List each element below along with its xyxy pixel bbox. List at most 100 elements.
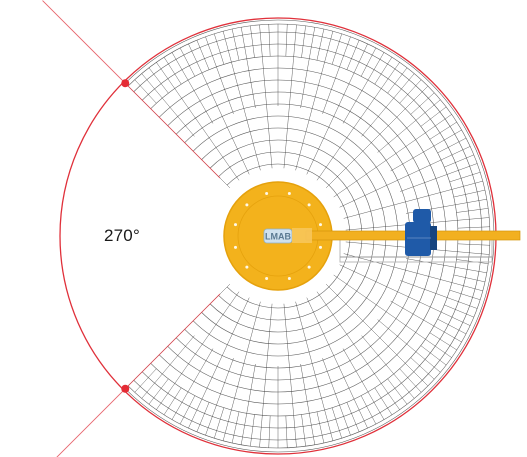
grid-spoke (196, 40, 210, 70)
coverage-angle-label: 270° (104, 226, 140, 245)
grid-spoke (301, 414, 306, 447)
grid-spoke (285, 415, 288, 448)
grid-spoke (449, 172, 481, 183)
grid-spoke (456, 208, 489, 213)
motor-top (413, 209, 431, 223)
grid-spoke (444, 304, 474, 318)
grid-spoke (141, 73, 195, 137)
grid-spoke (339, 146, 471, 208)
grid-spoke (360, 395, 377, 425)
grid-spoke (222, 301, 261, 441)
hub-logo: LMAB (265, 232, 291, 242)
grid-spoke (316, 291, 400, 410)
grid-spoke (420, 106, 447, 127)
grid-spoke (268, 24, 271, 57)
grid-spoke (405, 258, 487, 274)
grid-spoke (240, 363, 256, 445)
grid-spoke (387, 67, 408, 94)
grid-spoke (346, 40, 360, 70)
hub-bolt (307, 265, 311, 269)
hub-bolt (245, 203, 249, 207)
grid-spoke (333, 274, 452, 358)
grid-spoke (148, 67, 169, 94)
grid-spoke (390, 300, 462, 343)
grid-spoke (444, 154, 474, 168)
grid-spoke (156, 62, 240, 181)
motor-side (430, 226, 437, 250)
grid-spoke (134, 79, 157, 104)
grid-spoke (377, 99, 441, 153)
grid-spoke (399, 368, 422, 393)
boundary-marker-dot (121, 384, 130, 393)
grid-spoke (390, 129, 462, 172)
boundary-marker-dot (121, 79, 130, 88)
drive-motor (405, 209, 437, 256)
grid-spoke (410, 357, 435, 380)
grid-spoke (285, 24, 288, 57)
grid-spoke (250, 414, 255, 447)
grid-spoke (374, 57, 393, 85)
grid-spoke (361, 73, 415, 137)
boundary-left-arc (59, 81, 125, 391)
grid-spoke (322, 36, 351, 114)
grid-spoke (333, 114, 452, 198)
grid-spoke (374, 387, 393, 415)
grid-spoke (377, 319, 441, 373)
grid-spoke (360, 47, 377, 77)
grid-spoke (222, 31, 261, 171)
grid-spoke (316, 411, 325, 444)
grid-spoke (453, 189, 486, 198)
grid-spoke (301, 25, 306, 58)
grid-spoke (171, 348, 214, 420)
grid-spoke (325, 283, 429, 387)
coverage-edge-line (42, 0, 221, 179)
hub-bolt (265, 191, 269, 195)
grid-spoke (306, 43, 368, 175)
grid-spoke (420, 345, 447, 366)
grid-spoke (214, 33, 225, 65)
grid-spoke (343, 253, 483, 292)
grid-spoke (316, 62, 400, 181)
hub-bolt (307, 203, 311, 207)
grid-spoke (387, 378, 408, 405)
grid-spoke (300, 363, 316, 445)
grid-spoke (361, 335, 415, 399)
grid-spoke (141, 335, 195, 399)
grid-spoke (300, 27, 316, 109)
grid-spoke (429, 121, 457, 140)
grid-spoke (240, 27, 256, 109)
grid-spoke (179, 395, 196, 425)
grid-spoke (134, 368, 157, 393)
grid-spoke (231, 28, 240, 61)
hub-bolt (245, 265, 249, 269)
grid-spoke (457, 243, 490, 246)
grid-spoke (306, 297, 368, 429)
grid-spoke (410, 92, 435, 115)
grid-spoke (295, 31, 334, 171)
grid-spoke (453, 274, 486, 283)
hub-bolt (265, 277, 269, 281)
grid-spoke (325, 85, 429, 189)
grid-spoke (429, 332, 457, 351)
grid-spoke (259, 303, 273, 448)
grid-spoke (343, 180, 483, 219)
grid-spoke (295, 301, 334, 441)
grid-spoke (339, 264, 471, 326)
grid-spoke (171, 52, 214, 124)
grid-spoke (231, 411, 240, 444)
grid-spoke (250, 25, 255, 58)
grid-spoke (457, 226, 490, 229)
grid-spoke (259, 24, 273, 169)
grid-spoke (163, 387, 182, 415)
hub-bolt (287, 277, 291, 281)
grid-spoke (283, 303, 297, 448)
grid-spoke (400, 163, 478, 192)
hub-bolt (233, 245, 237, 249)
grid-spoke (163, 57, 182, 85)
grid-spoke (322, 358, 351, 436)
grid-spoke (437, 318, 467, 335)
hub-bolt (319, 223, 323, 227)
grid-spoke (399, 79, 422, 104)
grid-spoke (196, 402, 210, 432)
grid-spoke (400, 280, 478, 309)
